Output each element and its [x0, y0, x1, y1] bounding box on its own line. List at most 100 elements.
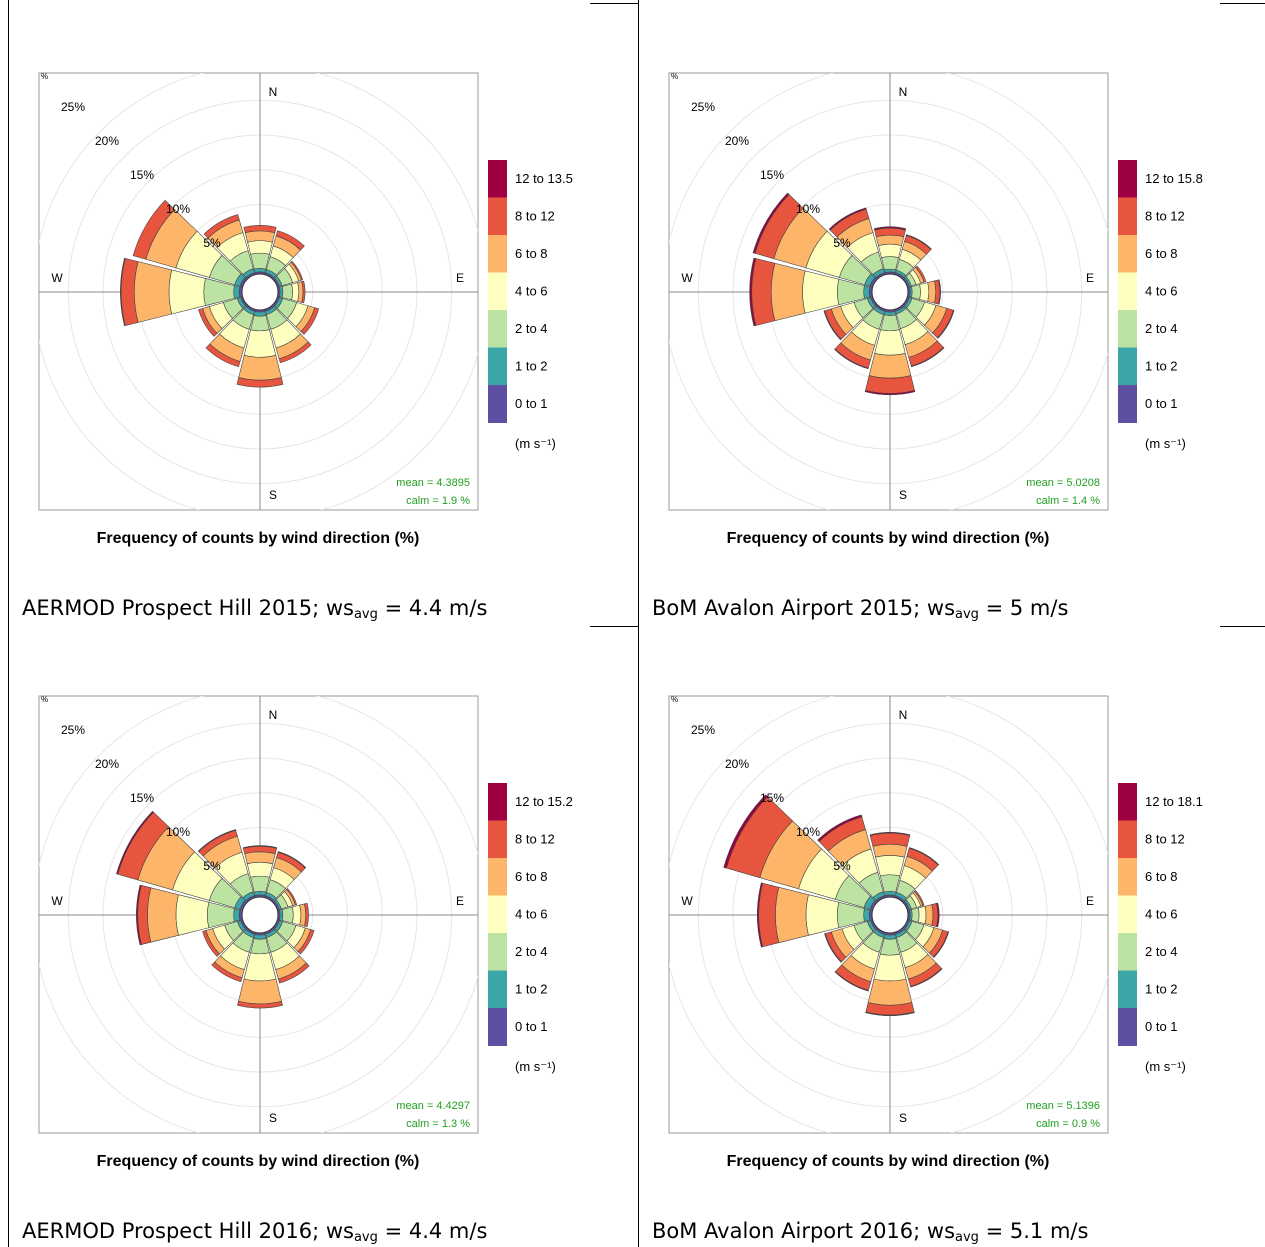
legend-swatch	[488, 933, 507, 971]
legend-swatch	[1118, 820, 1137, 859]
chart-title: Frequency of counts by wind direction (%…	[727, 530, 1050, 547]
caption-suffix: = 5.1 m/s	[978, 1219, 1089, 1243]
compass-e: E	[456, 894, 464, 908]
legend-swatch	[1118, 858, 1137, 896]
radial-tick-label: 25%	[61, 723, 85, 737]
windrose-petal-segment	[864, 390, 916, 396]
compass-w: W	[51, 894, 63, 908]
table-row-divider-right	[1220, 626, 1265, 627]
legend-swatch	[1118, 160, 1137, 198]
legend-swatch	[488, 820, 507, 859]
windrose-petal-segment	[927, 280, 937, 304]
legend-swatch	[488, 970, 507, 1009]
table-border-top-left	[590, 3, 638, 4]
legend-swatch	[1118, 895, 1137, 934]
legend-swatch	[488, 310, 507, 348]
legend-swatch	[1118, 1008, 1137, 1046]
windrose-petal-segment	[238, 978, 282, 1005]
mean-label: mean = 4.4297	[396, 1100, 470, 1112]
table-row-divider-left	[590, 626, 638, 627]
legend-units: (m s⁻¹)	[1145, 436, 1186, 451]
legend-label: 4 to 6	[515, 283, 548, 298]
radial-tick-label: 10%	[166, 825, 190, 839]
radial-tick-label: 5%	[833, 236, 851, 250]
radial-tick-label: 20%	[725, 757, 749, 771]
windrose-petal-segment	[917, 905, 927, 925]
windrose-petal-segment	[823, 310, 842, 341]
legend-label: 2 to 4	[515, 321, 548, 336]
windrose-petal-segment	[120, 257, 126, 327]
windrose-petal-segment	[175, 894, 210, 936]
caption-sub: avg	[353, 607, 378, 622]
radial-tick-label: 15%	[130, 791, 154, 805]
radial-tick-label: 25%	[691, 723, 715, 737]
y-unit-label: %	[41, 72, 48, 81]
mean-label: mean = 4.3895	[396, 477, 470, 489]
compass-s: S	[269, 1111, 277, 1125]
windrose-petal-segment	[938, 279, 941, 305]
windrose-petal-segment	[863, 908, 871, 922]
caption-sub: avg	[955, 607, 979, 622]
windrose-petal-segment	[300, 307, 320, 335]
windrose-petal-segment	[828, 207, 867, 231]
windrose-petal-segment	[749, 257, 757, 327]
legend-label: 2 to 4	[515, 944, 548, 959]
windrose-petal-segment	[275, 230, 305, 251]
windrose-petal-segment	[250, 315, 270, 332]
windrose-petal-segment	[936, 902, 940, 928]
table-border-left	[8, 0, 9, 1247]
caption-sub: avg	[955, 1230, 979, 1245]
radial-tick-label: 10%	[166, 202, 190, 216]
radial-tick-label: 10%	[796, 825, 820, 839]
legend-swatch	[488, 783, 507, 821]
windrose-petal-segment	[873, 226, 907, 231]
windrose-petal-segment	[908, 847, 940, 866]
legend-units: (m s⁻¹)	[1145, 1059, 1186, 1074]
radial-tick-label: 5%	[833, 859, 851, 873]
legend-label: 6 to 8	[1145, 246, 1178, 261]
legend-swatch	[1118, 310, 1137, 348]
radial-tick-label: 15%	[760, 168, 784, 182]
windrose-petal-segment	[751, 258, 776, 326]
radial-tick-label: 15%	[760, 791, 784, 805]
windrose-petal-segment	[868, 352, 912, 379]
windrose-petal-segment	[290, 260, 304, 281]
legend-label: 0 to 1	[515, 396, 548, 411]
compass-w: W	[681, 271, 693, 285]
legend-label: 6 to 8	[515, 869, 548, 884]
windrose-petal-segment	[233, 908, 241, 922]
caption-suffix: = 4.4 m/s	[377, 596, 488, 620]
legend-swatch	[488, 347, 507, 386]
windrose-petal-segment	[863, 285, 871, 299]
radial-tick-label: 5%	[203, 859, 221, 873]
legend-label: 6 to 8	[1145, 869, 1178, 884]
legend-swatch	[1118, 933, 1137, 971]
windrose-petal-segment	[911, 907, 920, 923]
windrose-petal-segment	[136, 884, 142, 946]
windrose-petal-segment	[723, 794, 768, 869]
legend-label: 8 to 12	[1145, 208, 1185, 223]
legend-swatch	[488, 385, 507, 423]
windrose-petal-segment	[247, 240, 273, 255]
legend-label: 12 to 13.5	[515, 171, 573, 186]
legend-label: 1 to 2	[515, 358, 548, 373]
windrose-petal-segment	[147, 887, 179, 943]
legend-label: 12 to 15.8	[1145, 171, 1203, 186]
compass-n: N	[899, 708, 908, 722]
windrose-petal-segment	[197, 829, 237, 852]
windrose-petal-segment	[244, 851, 276, 865]
windrose-petal-segment	[869, 832, 911, 836]
caption-prefix: AERMOD Prospect Hill 2016; ws	[22, 1219, 354, 1243]
windrose-petal-segment	[238, 354, 282, 381]
radial-tick-label: 20%	[95, 757, 119, 771]
table-border-middle	[638, 0, 639, 1247]
legend-swatch	[488, 895, 507, 934]
legend-swatch	[1118, 783, 1137, 821]
windrose-petal-segment	[203, 214, 240, 239]
windrose-petal-segment	[243, 225, 277, 234]
